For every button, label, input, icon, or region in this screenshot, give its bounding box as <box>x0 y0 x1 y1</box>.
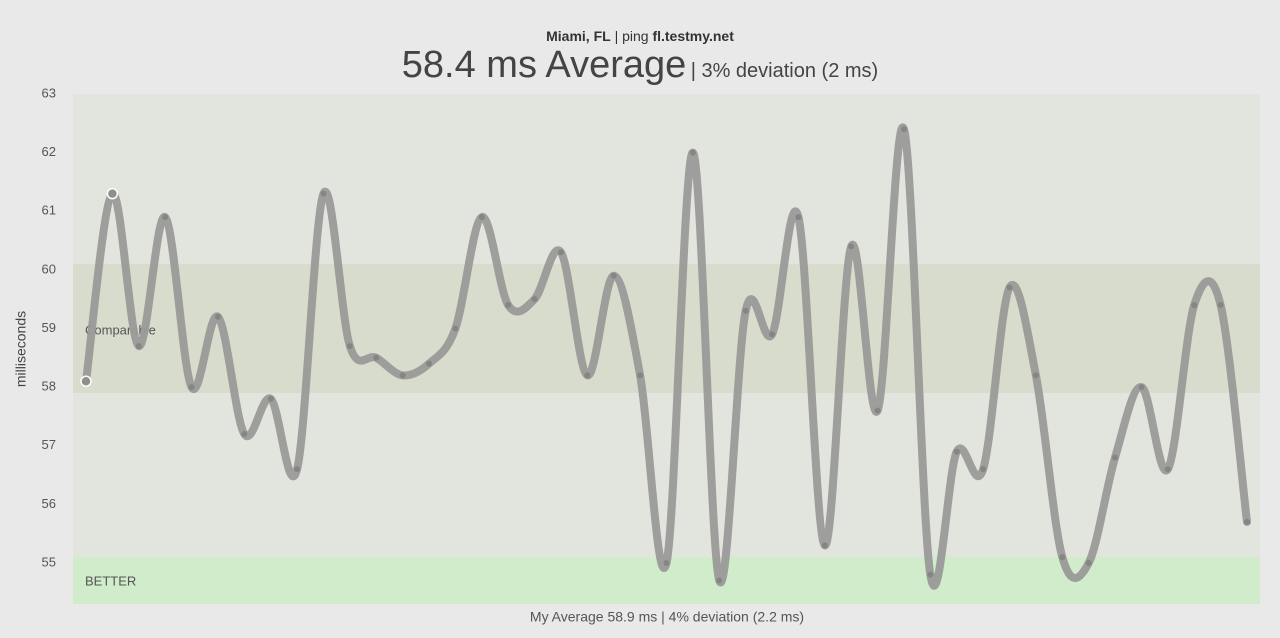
y-tick-label: 61 <box>42 203 56 218</box>
point <box>1244 518 1250 525</box>
y-tick-label: 59 <box>42 320 56 335</box>
point <box>663 559 670 566</box>
point <box>742 307 749 314</box>
y-tick-label: 63 <box>42 85 56 100</box>
point <box>1006 284 1013 291</box>
point <box>1217 302 1224 309</box>
band-label: BETTER <box>85 573 136 588</box>
point <box>1112 454 1119 461</box>
point <box>980 466 987 473</box>
separator: | ping <box>614 28 649 44</box>
point <box>452 325 459 332</box>
point <box>478 214 485 221</box>
band <box>73 264 1260 393</box>
footer: My Average 58.9 ms | 4% deviation (2.2 m… <box>530 609 804 625</box>
point <box>716 577 723 584</box>
point <box>1085 559 1092 566</box>
point <box>214 313 221 320</box>
point <box>689 149 696 156</box>
point <box>80 375 92 387</box>
host: fl.testmy.net <box>652 28 734 44</box>
point <box>531 296 538 303</box>
point <box>610 272 617 279</box>
point <box>848 243 855 250</box>
average: 58.4 ms Average <box>401 44 687 86</box>
point <box>1138 384 1145 391</box>
point <box>557 249 564 256</box>
point <box>953 448 960 455</box>
point <box>346 343 353 350</box>
point <box>927 571 934 578</box>
point <box>505 302 512 309</box>
point <box>1191 302 1198 309</box>
y-tick-label: 55 <box>42 554 56 569</box>
point <box>294 466 301 473</box>
y-tick-label: 58 <box>42 379 56 394</box>
point <box>769 331 776 338</box>
point <box>188 384 195 391</box>
deviation: | 3% deviation (2 ms) <box>690 60 879 82</box>
point <box>426 360 433 367</box>
point <box>399 372 406 379</box>
line <box>82 123 1251 590</box>
point <box>320 190 327 197</box>
y-tick-label: 56 <box>42 496 56 511</box>
subtitle: 58.4 ms Average | 3% deviation (2 ms) <box>0 44 1280 87</box>
point <box>267 395 274 402</box>
y-tick-label: 60 <box>42 261 56 276</box>
point <box>135 343 142 350</box>
point <box>874 407 881 414</box>
point <box>795 214 802 221</box>
point <box>373 354 380 361</box>
point <box>900 126 907 133</box>
point <box>1164 466 1171 473</box>
point <box>162 214 169 221</box>
point <box>584 372 591 379</box>
location: Miami, FL <box>546 28 611 44</box>
point <box>1059 554 1066 561</box>
point <box>821 542 828 549</box>
point <box>1032 372 1039 379</box>
point <box>241 431 248 437</box>
y-axis-label: milliseconds <box>13 311 29 387</box>
y-tick-label: 62 <box>42 144 56 159</box>
y-tick-label: 57 <box>42 437 56 452</box>
title: Miami, FL | ping fl.testmy.net <box>0 28 1280 44</box>
point <box>637 372 644 379</box>
point <box>106 187 119 200</box>
